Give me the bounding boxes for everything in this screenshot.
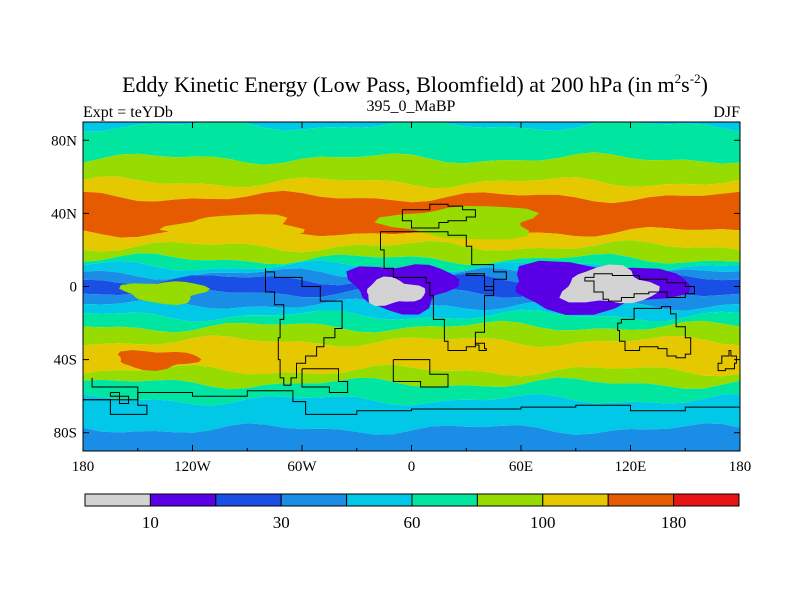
x-tick-label: 180 — [729, 459, 752, 475]
zonal-band — [83, 122, 740, 165]
coastline — [83, 377, 148, 415]
title-close: ) — [701, 72, 708, 97]
colorbar-box — [84, 493, 151, 507]
zonal-band — [83, 320, 740, 348]
zonal-band — [83, 176, 740, 204]
y-tick-label: 80N — [51, 133, 77, 149]
x-tick-label: 0 — [408, 459, 416, 475]
coastline — [83, 390, 740, 415]
eke-feature — [117, 350, 202, 371]
eke-feature — [119, 281, 211, 305]
colorbar-label: 30 — [273, 513, 290, 532]
colorbar-box — [149, 493, 217, 507]
zonal-band — [83, 253, 740, 273]
regional-features-layer — [117, 206, 692, 371]
y-tick-label: 40S — [54, 353, 77, 369]
chart-title: Eddy Kinetic Energy (Low Pass, Bloomfiel… — [122, 71, 708, 97]
zonal-band — [83, 335, 740, 377]
season-label: DJF — [713, 104, 740, 121]
colorbar-label: 10 — [142, 513, 159, 532]
y-tick-label: 0 — [70, 280, 78, 296]
coastline — [617, 306, 692, 359]
zonal-band — [83, 377, 740, 406]
zonal-band — [83, 423, 740, 451]
colorbar-box — [673, 493, 740, 507]
x-axis: 180 120W 60W 0 60E 120E 180 — [72, 122, 752, 475]
coastline — [392, 359, 449, 388]
coastline — [401, 203, 476, 229]
y-tick-label: 80S — [54, 426, 77, 442]
x-tick-label: 60E — [509, 459, 533, 475]
coastline — [380, 231, 507, 351]
zonal-band — [83, 240, 740, 265]
colorbar-box — [280, 493, 348, 507]
coastline — [717, 350, 737, 372]
zonal-band — [83, 152, 740, 189]
experiment-label: Expt = teYDb — [83, 104, 173, 121]
x-tick-label: 120W — [174, 459, 212, 475]
zonal-band — [83, 309, 740, 333]
colorbar-label: 180 — [661, 513, 687, 532]
coastline — [265, 268, 343, 386]
eke-feature — [366, 276, 426, 306]
colorbar-box — [607, 493, 675, 507]
x-tick-label: 120E — [615, 459, 647, 475]
colorbar: 10 30 60 100 180 — [84, 493, 740, 532]
coastline — [109, 392, 130, 404]
x-tick-label: 180 — [72, 459, 95, 475]
colorbar-label: 100 — [530, 513, 556, 532]
colorbar-box — [411, 493, 478, 507]
coastline — [474, 342, 487, 351]
colorbar-box — [476, 493, 544, 507]
colorbar-box — [346, 493, 413, 507]
y-axis: 80N 40N 0 40S 80S — [51, 133, 740, 442]
zonal-band — [83, 364, 740, 390]
map-plot-area — [83, 122, 740, 451]
title-superscript-2: -2 — [690, 71, 701, 86]
x-tick-label: 60W — [287, 459, 317, 475]
zonal-band — [83, 122, 740, 132]
colorbar-label: 60 — [404, 513, 421, 532]
title-mid: s — [681, 72, 690, 97]
coastline — [301, 368, 349, 393]
title-superscript-1: 2 — [675, 71, 682, 86]
colorbar-box — [542, 493, 609, 507]
coastline — [465, 273, 495, 291]
coastline-layer — [83, 203, 740, 415]
y-tick-label: 40N — [51, 206, 77, 222]
zonal-band — [83, 393, 740, 435]
subtitle-label: 395_0_MaBP — [367, 98, 456, 115]
eke-feature — [374, 206, 539, 240]
title-main: Eddy Kinetic Energy (Low Pass, Bloomfiel… — [122, 72, 675, 97]
zonal-bands-layer — [83, 122, 740, 451]
eke-feature — [159, 214, 305, 237]
coastline — [584, 273, 695, 302]
colorbar-box — [215, 493, 282, 507]
